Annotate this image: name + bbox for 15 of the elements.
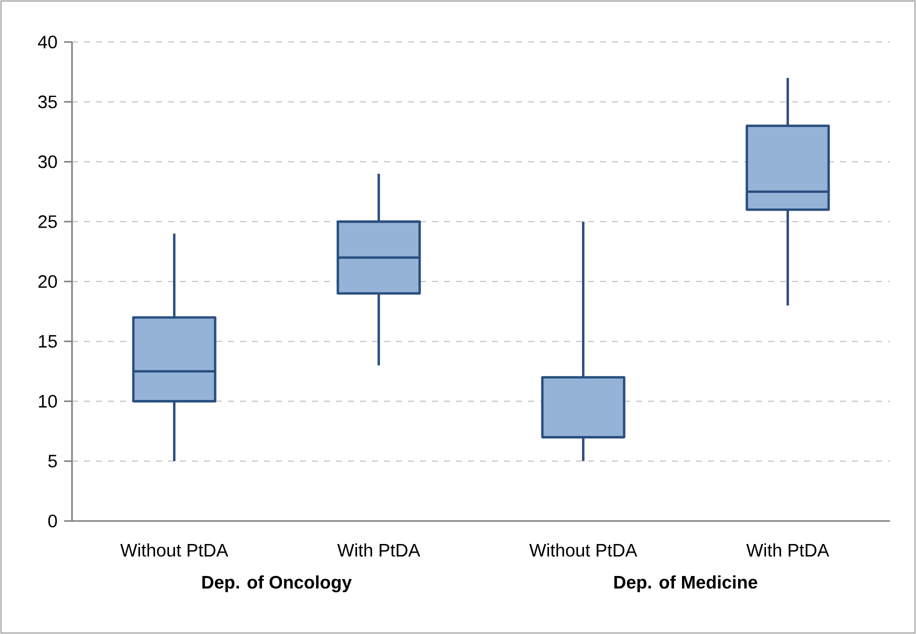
text: Dep. of Oncology (202, 575, 352, 592)
y-tick-label: 5 (48, 454, 57, 468)
y-tick-label: 0 (48, 514, 57, 528)
x-tick-label: Without PtDA (529, 543, 638, 557)
y-tick-label: 15 (38, 335, 57, 348)
y-tick-label: 25 (38, 215, 57, 228)
y-tick-label: 35 (38, 96, 57, 108)
y-tick-label: 10 (38, 394, 57, 408)
y-tick-label: 40 (38, 36, 57, 48)
text: Dep. of Medicine (614, 575, 758, 592)
y-tick-label: 20 (38, 275, 57, 288)
x-tick-label: With PtDA (337, 543, 420, 557)
x-tick-label: Without PtDA (120, 543, 228, 557)
x-tick-label: With PtDA (746, 543, 830, 557)
y-tick-label: 30 (38, 155, 57, 168)
